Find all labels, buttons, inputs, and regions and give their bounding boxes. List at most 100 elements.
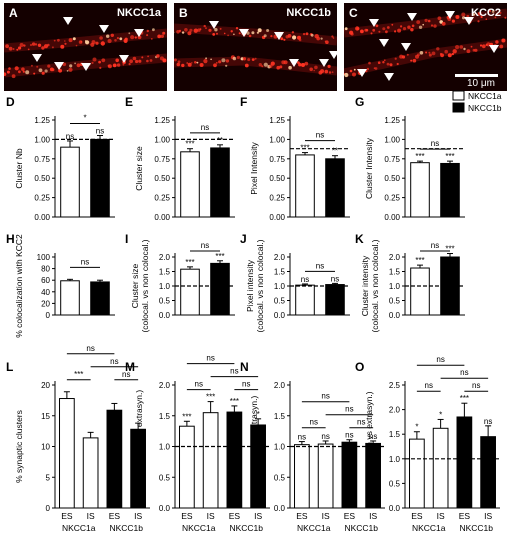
fluorescent-punctum [431, 51, 436, 56]
fluorescent-punctum [186, 62, 188, 64]
arrowhead-marker [401, 43, 411, 51]
arrowhead-marker [81, 63, 91, 71]
fluorescent-punctum [378, 30, 381, 33]
bar [480, 436, 496, 509]
panel-letter-j: J [240, 232, 247, 246]
fluorescent-punctum [149, 59, 153, 62]
panel-letter-i: I [125, 232, 128, 246]
fluorescent-punctum [425, 51, 428, 54]
fluorescent-punctum [176, 62, 181, 67]
fluorescent-punctum [401, 55, 406, 59]
fluorescent-punctum [33, 72, 36, 75]
fluorescent-punctum [30, 64, 33, 67]
arrowhead-marker [379, 39, 389, 47]
fluorescent-punctum [36, 65, 39, 68]
y-tick-label: 1.00 [34, 135, 50, 144]
micrograph-a: A NKCC1a [4, 3, 167, 91]
fluorescent-punctum [128, 32, 131, 35]
fluorescent-punctum [360, 29, 364, 34]
fluorescent-punctum [481, 44, 486, 49]
fluorescent-punctum [156, 54, 160, 58]
fluorescent-punctum [496, 12, 499, 16]
fluorescent-punctum [418, 25, 423, 29]
fluorescent-punctum [444, 49, 448, 54]
significance-label: *** [230, 397, 239, 406]
arrowhead-marker [274, 32, 284, 40]
bar [202, 412, 219, 509]
fluorescent-punctum [205, 57, 207, 60]
fluorescent-punctum [116, 63, 121, 67]
x-group-label: NKCC1b [109, 523, 143, 533]
y-tick-label: 0.00 [384, 213, 400, 222]
fluorescent-punctum [230, 30, 233, 33]
fluorescent-punctum [419, 51, 424, 55]
comparison-label: ns [230, 367, 238, 376]
micrograph-c-letter: C [349, 6, 358, 20]
fluorescent-punctum [14, 66, 19, 71]
chart-panel-n: N 0.0 0.5 1.0 1.5 2.0 Pixel Int. (syn vs extra… [240, 360, 385, 533]
arrowhead-marker [119, 55, 129, 63]
fluorescent-punctum [134, 36, 137, 39]
comparison-label: ns [431, 241, 439, 250]
arrowhead-marker [134, 29, 144, 37]
arrowhead-marker [32, 54, 42, 62]
significance-label: *** [460, 394, 469, 403]
legend-swatch [452, 90, 465, 101]
x-tick-label: IS [369, 511, 377, 521]
fluorescent-punctum [384, 59, 386, 61]
fluorescent-punctum [424, 18, 428, 22]
fluorescent-punctum [302, 32, 306, 36]
arrowhead-marker [289, 59, 299, 67]
fluorescent-punctum [313, 69, 315, 72]
x-tick-label: IS [254, 511, 262, 521]
fluorescent-punctum [436, 47, 440, 51]
x-tick-label: IS [134, 511, 142, 521]
fluorescent-punctum [283, 38, 286, 41]
fluorescent-punctum [291, 31, 295, 34]
fluorescent-punctum [57, 38, 60, 42]
fluorescent-punctum [325, 40, 329, 44]
y-tick-label: 1.0 [159, 282, 171, 291]
fluorescent-punctum [477, 20, 480, 23]
fluorescent-punctum [208, 28, 212, 32]
y-tick-label: 0.0 [274, 504, 286, 513]
fluorescent-punctum [64, 42, 67, 45]
chart-panel-h: H 0 20 40 60 80 100 % colocalization with KCC2 n… [6, 232, 115, 338]
x-group-label: NKCC1a [182, 523, 216, 533]
y-tick-label: 0.25 [269, 194, 285, 203]
arrowhead-marker [369, 19, 379, 27]
fluorescent-punctum [246, 31, 250, 35]
fluorescent-punctum [382, 61, 385, 64]
fluorescent-punctum [494, 16, 497, 19]
fluorescent-punctum [25, 70, 30, 75]
fluorescent-punctum [199, 28, 202, 30]
y-tick-label: 80 [41, 265, 50, 274]
significance-label: *** [445, 245, 454, 254]
bar [432, 427, 449, 509]
y-tick-label: 2.5 [389, 381, 401, 390]
fluorescent-punctum [372, 28, 376, 32]
fluorescent-punctum [411, 24, 415, 28]
comparison-label: ns [310, 418, 318, 427]
fluorescent-punctum [386, 62, 390, 66]
y-tick-label: 0.5 [389, 479, 401, 488]
y-tick-label: 0 [46, 311, 51, 320]
bar [409, 438, 425, 509]
fluorescent-punctum [410, 59, 413, 62]
fluorescent-punctum [225, 59, 230, 63]
fluorescent-punctum [181, 31, 185, 34]
fluorescent-punctum [128, 63, 131, 66]
comparison-label: * [83, 114, 86, 123]
micrograph-a-letter: A [9, 6, 18, 20]
fluorescent-punctum [298, 63, 302, 67]
fluorescent-punctum [227, 34, 229, 37]
y-tick-label: 0.5 [159, 297, 171, 306]
x-tick-label: ES [459, 511, 471, 521]
fluorescent-punctum [162, 58, 167, 63]
micrograph-a-title: NKCC1a [116, 7, 161, 19]
fluorescent-punctum [5, 44, 9, 49]
fluorescent-punctum [422, 23, 424, 26]
fluorescent-punctum [455, 45, 460, 50]
significance-label: ns [331, 274, 339, 283]
fluorescent-punctum [353, 68, 356, 71]
